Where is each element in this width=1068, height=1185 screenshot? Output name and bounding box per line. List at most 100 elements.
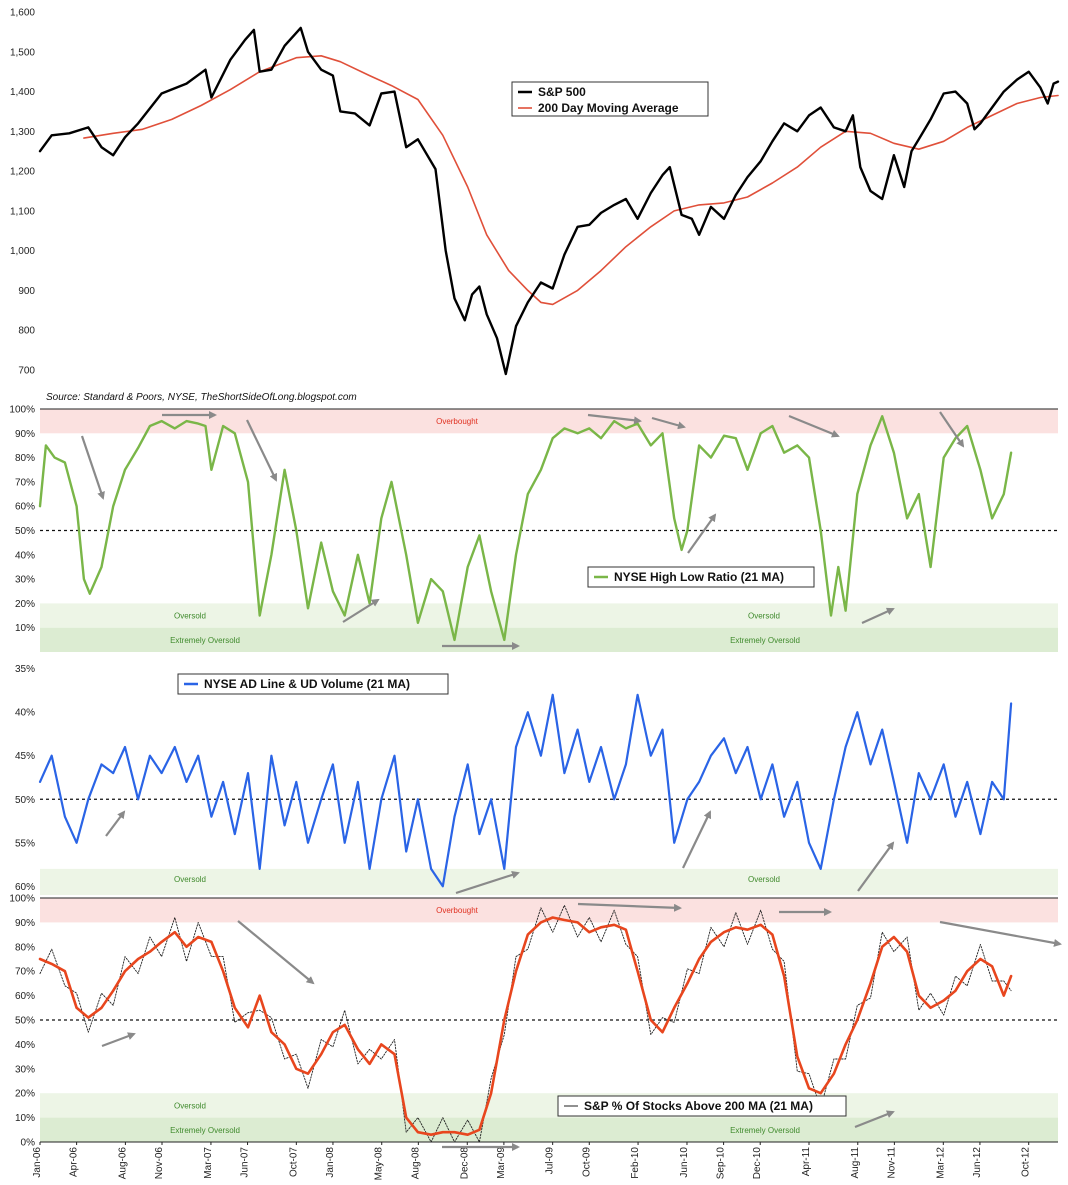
x-tick-label: Nov-11 <box>886 1147 897 1179</box>
overbought-zone <box>40 409 1058 434</box>
annotation-arrow <box>577 902 682 912</box>
pct-ma-line <box>38 916 1013 1136</box>
x-tick-label: Oct-07 <box>288 1147 299 1177</box>
y-tick-label: 60% <box>15 991 35 1002</box>
y-tick-label: 30% <box>15 575 35 586</box>
x-tick-label: Jan-06 <box>32 1147 43 1178</box>
oversold-label: Oversold <box>174 1101 206 1110</box>
ma200-line <box>83 55 1059 306</box>
extreme-oversold-zone <box>40 1117 1058 1142</box>
x-tick-label: Aug-08 <box>410 1147 421 1180</box>
oversold-label: Oversold <box>748 875 780 884</box>
y-tick-label: 60% <box>15 882 35 893</box>
y-tick-label: 90% <box>15 429 35 440</box>
annotation-arrow <box>857 841 895 892</box>
annotation-arrow <box>101 1032 136 1048</box>
oversold-label: Oversold <box>174 612 206 621</box>
overbought-label: Overbought <box>436 906 479 915</box>
legend-pct-item-label: S&P % Of Stocks Above 200 MA (21 MA) <box>584 1099 813 1113</box>
y-tick-label: 1,400 <box>10 87 35 98</box>
annotation-arrow <box>237 920 315 985</box>
y-tick-label: 35% <box>15 664 35 675</box>
extreme-oversold-label: Extremely Oversold <box>730 1126 800 1135</box>
x-tick-label: Mar-07 <box>203 1147 214 1179</box>
y-tick-label: 100% <box>9 894 35 905</box>
zone-layer: Overbought Oversold Oversold Extremely Over… <box>40 408 1058 1142</box>
hilo-line <box>38 415 1013 642</box>
y-tick-label: 1,500 <box>10 47 35 58</box>
y-tick-label: 70% <box>15 477 35 488</box>
y-tick-label: 80% <box>15 942 35 953</box>
y-tick-label: 45% <box>15 751 35 762</box>
oversold-zone <box>40 868 1058 895</box>
y-tick-label: 40% <box>15 708 35 719</box>
legend-adline-item-label: NYSE AD Line & UD Volume (21 MA) <box>204 677 410 691</box>
pct-raw-line <box>39 904 1012 1143</box>
y-tick-label: 1,200 <box>10 167 35 178</box>
x-tick-label: Aug-11 <box>850 1147 861 1179</box>
series-layer <box>38 26 1060 1143</box>
x-tick-label: Jan-08 <box>325 1147 336 1178</box>
x-tick-label: Jun-10 <box>679 1147 690 1178</box>
x-tick-label: Apr-11 <box>801 1147 812 1177</box>
annotation-arrow <box>939 920 1062 947</box>
legend-ma200-item-label: 200 Day Moving Average <box>538 101 679 115</box>
extreme-oversold-label: Extremely Oversold <box>170 1126 240 1135</box>
y-tick-label: 1,100 <box>10 206 35 217</box>
legend-layer: S&P 500 200 Day Moving Average NYSE High L… <box>177 81 847 1117</box>
overbought-label: Overbought <box>436 417 479 426</box>
source-note: Source: Standard & Poors, NYSE, TheShort… <box>46 392 357 403</box>
legend-hilo-item-label: NYSE High Low Ratio (21 MA) <box>614 570 784 584</box>
legend-hilo <box>587 566 815 588</box>
annotation-arrow <box>651 416 686 430</box>
x-tick-label: Mar-12 <box>935 1147 946 1179</box>
oversold-label: Oversold <box>174 875 206 884</box>
axis-layer: 1,600 1,500 1,400 1,300 1,200 1,100 1,000 900 80… <box>9 8 1058 1181</box>
y-tick-label: 60% <box>15 502 35 513</box>
y-tick-label: 80% <box>15 453 35 464</box>
x-tick-label: Sep-10 <box>716 1147 727 1180</box>
y-tick-label: 50% <box>15 1016 35 1027</box>
adline-line <box>38 693 1013 888</box>
annotation-arrow <box>105 810 126 837</box>
x-tick-label: Jul-09 <box>545 1147 556 1175</box>
legend-adline <box>177 673 449 695</box>
annotation-arrow <box>246 419 277 482</box>
y-tick-label: 0% <box>21 1138 36 1149</box>
y-tick-label: 20% <box>15 599 35 610</box>
x-tick-label: Dec-08 <box>459 1147 470 1180</box>
annotation-arrow <box>939 411 965 448</box>
legend-sp500 <box>511 81 709 117</box>
legend-sp500-item-label: S&P 500 <box>538 85 586 99</box>
x-tick-label: Apr-06 <box>69 1147 80 1177</box>
x-tick-label: Oct-09 <box>581 1147 592 1177</box>
legend-pct <box>557 1095 847 1117</box>
y-tick-label: 1,000 <box>10 246 35 257</box>
extreme-oversold-label: Extremely Oversold <box>170 636 240 645</box>
x-tick-label: Nov-06 <box>154 1147 165 1180</box>
y-tick-label: 55% <box>15 838 35 849</box>
x-tick-label: May-08 <box>374 1147 385 1181</box>
y-tick-label: 10% <box>15 1113 35 1124</box>
oversold-label: Oversold <box>748 612 780 621</box>
x-tick-label: Feb-10 <box>630 1147 641 1179</box>
x-tick-label: Jun-07 <box>240 1147 251 1178</box>
sp500-line <box>38 26 1060 376</box>
y-tick-label: 90% <box>15 918 35 929</box>
x-tick-label: Oct-12 <box>1021 1147 1032 1177</box>
annotation-arrow <box>455 871 520 895</box>
y-tick-label: 50% <box>15 526 35 537</box>
x-tick-label: Jun-12 <box>972 1147 983 1178</box>
y-tick-label: 800 <box>18 326 35 337</box>
x-tick-label: Dec-10 <box>752 1147 763 1180</box>
y-tick-label: 40% <box>15 1040 35 1051</box>
annotation-arrow <box>687 513 717 554</box>
annotation-arrow <box>788 414 840 438</box>
extreme-oversold-zone <box>40 627 1058 652</box>
y-tick-label: 900 <box>18 286 35 297</box>
y-tick-label: 1,600 <box>10 8 35 19</box>
y-tick-label: 70% <box>15 967 35 978</box>
y-tick-label: 50% <box>15 795 35 806</box>
y-tick-label: 1,300 <box>10 127 35 138</box>
